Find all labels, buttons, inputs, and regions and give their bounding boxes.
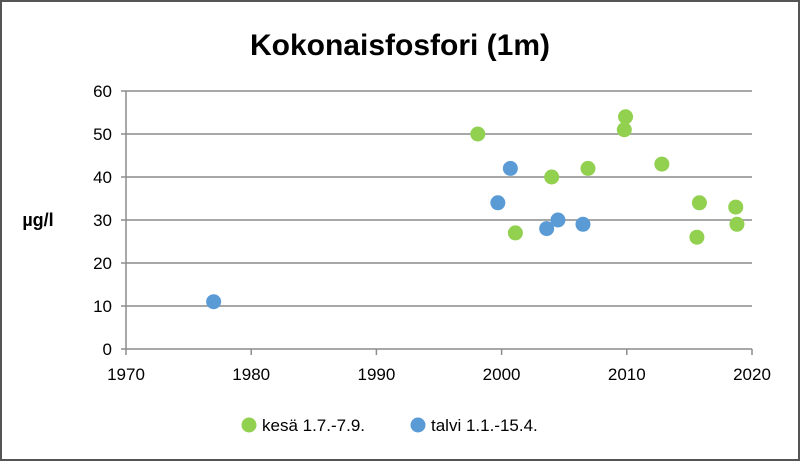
data-point-series-1: [470, 126, 486, 142]
data-point-series-2: [206, 294, 222, 310]
legend: kesä 1.7.-7.9. talvi 1.1.-15.4.: [241, 416, 538, 435]
x-tick-label: 1970: [107, 365, 145, 384]
y-tick-label: 40: [93, 168, 112, 187]
data-point-series-2: [490, 195, 506, 211]
y-tick-label: 60: [93, 82, 112, 101]
data-points: [206, 109, 745, 310]
data-point-series-1: [580, 160, 596, 176]
data-point-series-1: [507, 225, 523, 241]
y-axis-label: µg/l: [22, 210, 53, 230]
data-point-series-1: [728, 199, 744, 215]
y-tick-label: 50: [93, 125, 112, 144]
data-point-series-2: [539, 221, 555, 237]
x-tick-label: 2000: [483, 365, 521, 384]
y-tick-label: 30: [93, 211, 112, 230]
data-point-series-1: [689, 229, 705, 245]
x-tick-label: 2020: [733, 365, 771, 384]
data-point-series-1: [654, 156, 670, 172]
x-axis-ticks: 1970 1980 1990 2000 2010 2020: [107, 365, 771, 384]
legend-marker-series-2: [410, 417, 426, 433]
data-point-series-2: [575, 216, 591, 232]
gridlines: [126, 90, 752, 307]
legend-label-series-2: talvi 1.1.-15.4.: [431, 416, 538, 435]
data-point-series-1: [618, 109, 634, 125]
data-point-series-1: [691, 195, 707, 211]
x-tick-label: 1990: [357, 365, 395, 384]
data-point-series-2: [550, 212, 566, 228]
y-tick-label: 0: [103, 340, 112, 359]
legend-label-series-1: kesä 1.7.-7.9.: [262, 416, 365, 435]
x-tick-label: 1980: [232, 365, 270, 384]
data-point-series-1: [616, 122, 632, 138]
y-tick-label: 10: [93, 297, 112, 316]
chart-title: Kokonaisfosfori (1m): [250, 29, 550, 62]
y-tick-label: 20: [93, 254, 112, 273]
legend-marker-series-1: [241, 417, 257, 433]
data-point-series-1: [729, 216, 745, 232]
axes: [121, 90, 753, 355]
y-axis-ticks: 0 10 20 30 40 50 60: [93, 82, 112, 359]
data-point-series-1: [544, 169, 560, 185]
x-tick-label: 2010: [608, 365, 646, 384]
data-point-series-2: [502, 160, 518, 176]
